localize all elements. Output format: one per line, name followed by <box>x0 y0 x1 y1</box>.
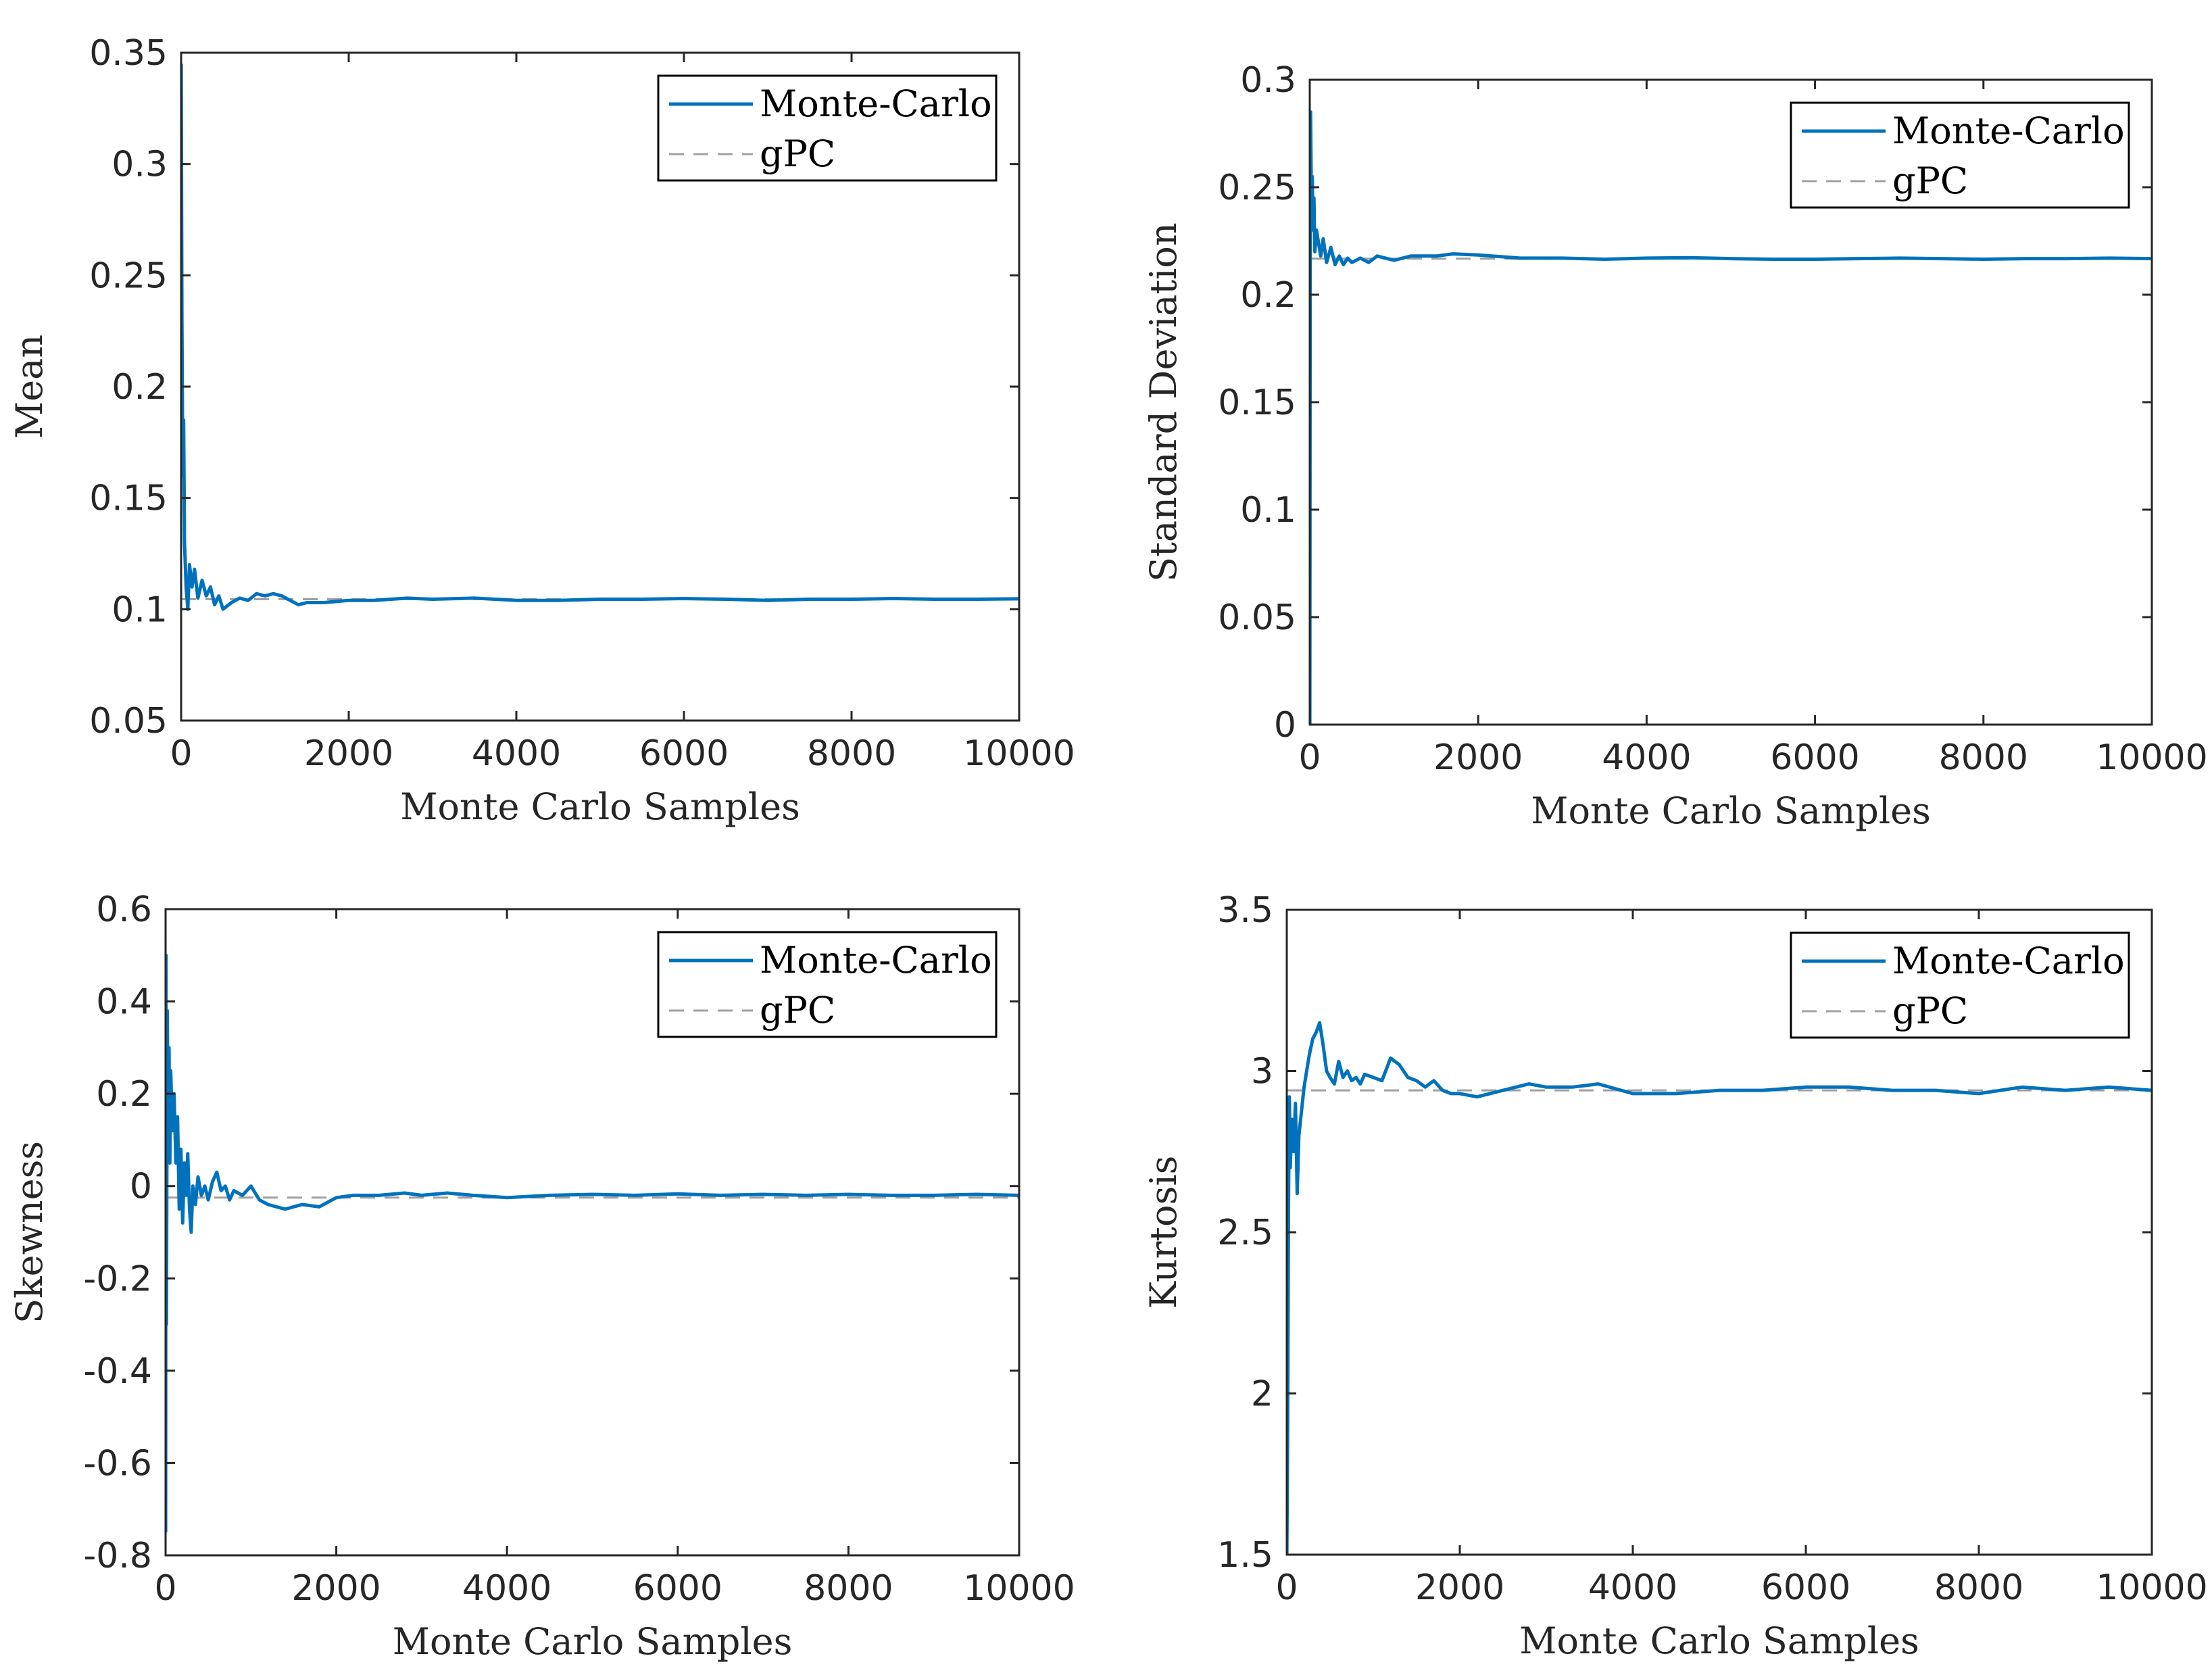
y-axis-label: Kurtosis <box>1142 1156 1185 1309</box>
x-tick-label: 0 <box>154 1568 176 1609</box>
legend: Monte-Carlo gPC <box>657 931 998 1038</box>
legend-box <box>657 74 998 182</box>
series-monte-carlo-line <box>1287 1021 2152 1555</box>
y-tick-label: 3.5 <box>1217 890 1273 931</box>
x-tick-label: 2000 <box>1415 1567 1504 1608</box>
legend-label-monte-carlo: Monte-Carlo <box>1892 940 2125 982</box>
legend-label-monte-carlo: Monte-Carlo <box>1892 110 2125 152</box>
series-monte-carlo-line <box>1310 110 2152 725</box>
legend-label-gpc: gPC <box>1892 160 1968 202</box>
y-tick-label: 0.3 <box>1240 60 1296 101</box>
x-tick-label: 6000 <box>1770 737 1859 778</box>
panel-mean: 0 2000 4000 6000 8000 10000 0.05 0.1 0.15 0.2 0.25… <box>8 33 1075 828</box>
y-tick-label: 1.5 <box>1217 1535 1273 1576</box>
y-tick-label: 0.1 <box>1240 490 1296 531</box>
y-tick-label: 0.35 <box>89 33 168 74</box>
y-tick-label: 0.15 <box>89 479 168 519</box>
y-tick-label: 2.5 <box>1217 1213 1273 1253</box>
y-tick-label: -0.2 <box>84 1259 152 1299</box>
y-tick-label: 0.1 <box>112 589 168 630</box>
x-tick-label: 0 <box>170 733 192 774</box>
legend: Monte-Carlo gPC <box>1790 101 2130 209</box>
x-tick-label: 6000 <box>633 1568 722 1609</box>
x-axis-label: Monte Carlo Samples <box>1531 789 1931 832</box>
series-monte-carlo-line <box>166 953 1019 1532</box>
y-tick-label: 0.6 <box>96 890 152 930</box>
panel-standard-deviation: 0 2000 4000 6000 8000 10000 0 0.05 0.1 0.15 0.2 0.2… <box>1142 60 2208 832</box>
legend: Monte-Carlo gPC <box>1790 931 2130 1039</box>
y-tick-label: 0 <box>1274 705 1296 746</box>
y-axis-label: Standard Deviation <box>1142 222 1185 581</box>
y-tick-label: 0.2 <box>112 367 168 408</box>
x-tick-label: 4000 <box>472 733 561 774</box>
panel-skewness: 0 2000 4000 6000 8000 10000 -0.8 -0.6 -0.4 -0.2 0 0… <box>8 890 1075 1663</box>
legend-label-monte-carlo: Monte-Carlo <box>760 82 992 125</box>
x-tick-label: 0 <box>1275 1567 1298 1608</box>
x-tick-label: 8000 <box>1939 737 2028 778</box>
y-tick-label: 0.4 <box>96 982 152 1023</box>
x-tick-label: 8000 <box>1934 1567 2023 1608</box>
series-monte-carlo-line <box>181 64 1019 611</box>
y-tick-label: 0.2 <box>1240 275 1296 316</box>
y-tick-label: 0.05 <box>1218 598 1296 638</box>
x-tick-label: 2000 <box>291 1568 380 1609</box>
y-tick-label: -0.4 <box>84 1351 152 1392</box>
y-tick-label: 0.15 <box>1218 383 1296 423</box>
x-tick-label: 0 <box>1298 737 1321 778</box>
x-tick-label: 8000 <box>804 1568 893 1609</box>
legend-box <box>1790 931 2130 1039</box>
legend-box <box>657 931 998 1038</box>
plot-area <box>1310 110 2152 725</box>
x-tick-label: 6000 <box>639 733 729 774</box>
y-tick-label: 0.25 <box>1218 168 1296 208</box>
y-tick-label: 0.25 <box>89 256 168 296</box>
x-tick-label: 8000 <box>807 733 896 774</box>
plot-area <box>166 953 1019 1532</box>
y-tick-label: 3 <box>1251 1052 1273 1092</box>
legend-label-gpc: gPC <box>760 989 835 1031</box>
x-axis-label: Monte Carlo Samples <box>393 1620 793 1663</box>
y-axis-label: Mean <box>8 335 51 439</box>
y-tick-label: 2 <box>1251 1374 1273 1415</box>
panel-kurtosis: 0 2000 4000 6000 8000 10000 1.5 2 2.5 3 3.5 Monte C… <box>1142 890 2208 1662</box>
x-tick-label: 10000 <box>963 733 1075 774</box>
x-tick-label: 4000 <box>462 1568 551 1609</box>
x-tick-label: 2000 <box>1433 737 1523 778</box>
x-tick-label: 10000 <box>2096 737 2207 778</box>
legend-label-gpc: gPC <box>760 132 835 175</box>
y-tick-label: 0.3 <box>112 145 168 185</box>
legend-label-monte-carlo: Monte-Carlo <box>760 939 992 981</box>
y-tick-label: 0.2 <box>96 1074 152 1115</box>
x-axis-label: Monte Carlo Samples <box>400 785 800 828</box>
y-tick-label: 0 <box>130 1167 152 1207</box>
x-tick-label: 4000 <box>1602 737 1691 778</box>
plot-area <box>181 64 1019 611</box>
y-tick-label: 0.05 <box>89 701 168 742</box>
plot-area <box>1287 1021 2152 1555</box>
y-tick-label: -0.6 <box>84 1443 152 1484</box>
y-axis-label: Skewness <box>8 1141 51 1323</box>
x-axis-label: Monte Carlo Samples <box>1519 1620 1919 1662</box>
x-tick-label: 6000 <box>1761 1567 1850 1608</box>
legend: Monte-Carlo gPC <box>657 74 998 182</box>
x-tick-label: 10000 <box>2096 1567 2207 1608</box>
x-tick-label: 2000 <box>304 733 393 774</box>
legend-label-gpc: gPC <box>1892 990 1968 1032</box>
y-tick-label: -0.8 <box>84 1536 152 1576</box>
legend-box <box>1790 101 2130 209</box>
x-tick-label: 10000 <box>963 1568 1075 1609</box>
axes-box <box>164 908 1021 1557</box>
x-tick-label: 4000 <box>1588 1567 1677 1608</box>
